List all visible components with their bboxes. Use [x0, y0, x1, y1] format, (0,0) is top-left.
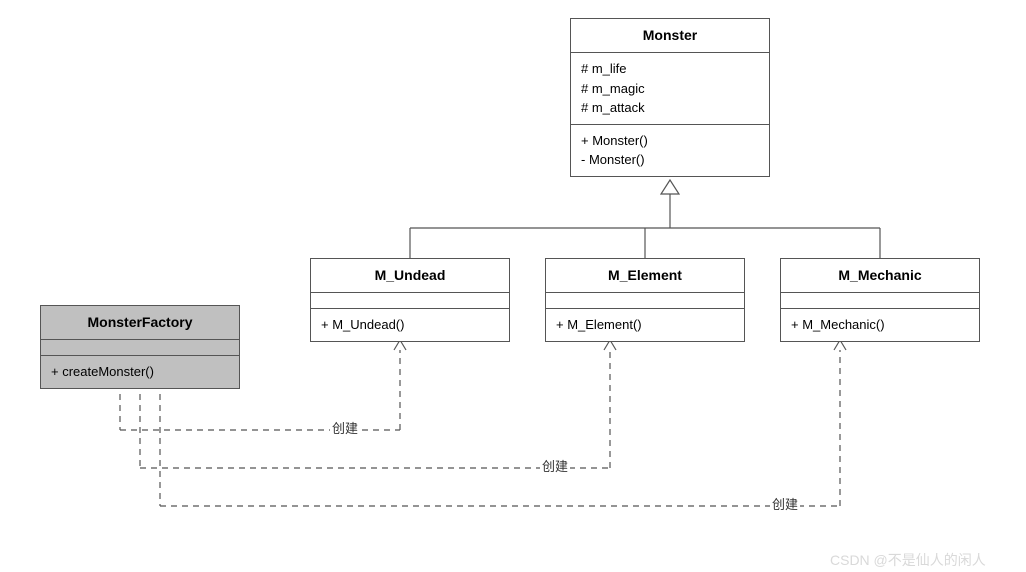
class-factory-title: MonsterFactory	[41, 306, 239, 340]
class-m_undead-method: + M_Undead()	[321, 315, 499, 335]
class-m_mechanic-title: M_Mechanic	[781, 259, 979, 293]
class-monster-fields: # m_life# m_magic# m_attack	[571, 53, 769, 125]
dependency-label-2: 创建	[770, 494, 800, 513]
class-m_mechanic-methods: + M_Mechanic()	[781, 309, 979, 341]
class-m_mechanic-method: + M_Mechanic()	[791, 315, 969, 335]
class-m_element: M_Element + M_Element()	[545, 258, 745, 342]
class-m_element-title: M_Element	[546, 259, 744, 293]
class-factory-methods: + createMonster()	[41, 356, 239, 388]
class-monster-method: + Monster()	[581, 131, 759, 151]
watermark-text: CSDN @不是仙人的闲人	[830, 550, 986, 570]
class-factory-method: + createMonster()	[51, 362, 229, 382]
class-m_undead: M_Undead + M_Undead()	[310, 258, 510, 342]
class-monster-field: # m_life	[581, 59, 759, 79]
dependency-edge-2	[160, 340, 846, 506]
class-monster-field: # m_attack	[581, 98, 759, 118]
class-m_undead-methods: + M_Undead()	[311, 309, 509, 341]
class-monster-title: Monster	[571, 19, 769, 53]
class-monster-field: # m_magic	[581, 79, 759, 99]
class-factory-fields	[41, 340, 239, 356]
class-monster: Monster# m_life# m_magic# m_attack+ Mons…	[570, 18, 770, 177]
class-m_mechanic: M_Mechanic + M_Mechanic()	[780, 258, 980, 342]
generalization-edges	[410, 180, 880, 258]
class-m_element-methods: + M_Element()	[546, 309, 744, 341]
class-m_element-fields	[546, 293, 744, 309]
dependency-label-1: 创建	[540, 456, 570, 475]
class-monster-method: - Monster()	[581, 150, 759, 170]
class-m_mechanic-fields	[781, 293, 979, 309]
class-m_undead-title: M_Undead	[311, 259, 509, 293]
class-monster-methods: + Monster()- Monster()	[571, 125, 769, 176]
class-m_undead-fields	[311, 293, 509, 309]
class-factory: MonsterFactory + createMonster()	[40, 305, 240, 389]
class-m_element-method: + M_Element()	[556, 315, 734, 335]
dependency-label-0: 创建	[330, 418, 360, 437]
